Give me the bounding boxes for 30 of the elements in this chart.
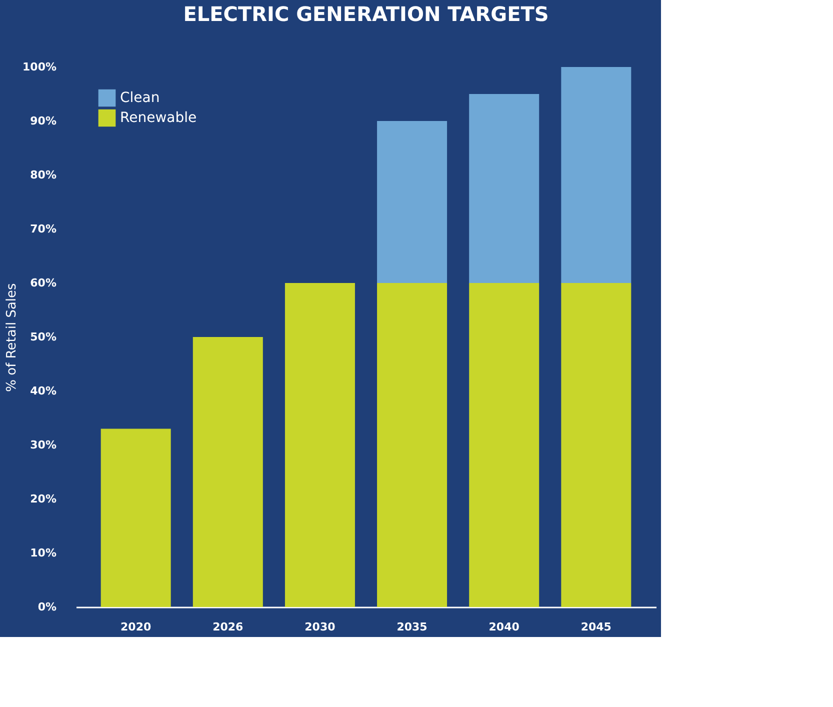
x-tick-label: 2020 bbox=[120, 620, 152, 634]
bar bbox=[377, 283, 448, 607]
x-tick-label: 2040 bbox=[488, 620, 520, 634]
legend-label: Clean bbox=[120, 90, 160, 106]
bar bbox=[192, 337, 263, 607]
legend-label: Renewable bbox=[120, 110, 197, 126]
x-tick-label: 2030 bbox=[304, 620, 336, 634]
x-tick-label: 2035 bbox=[396, 620, 428, 634]
bar bbox=[100, 428, 171, 607]
y-axis-title: % of Retail Sales bbox=[4, 282, 20, 392]
y-tick-label: 10% bbox=[30, 546, 56, 560]
y-tick-label: 50% bbox=[30, 330, 56, 344]
chart-title: ELECTRIC GENERATION TARGETS bbox=[183, 2, 549, 26]
y-tick-label: 40% bbox=[30, 384, 56, 398]
y-tick-label: 80% bbox=[30, 168, 56, 182]
bar bbox=[561, 283, 632, 607]
bar bbox=[469, 94, 540, 283]
y-tick-label: 0% bbox=[38, 600, 56, 614]
y-tick-label: 70% bbox=[30, 222, 56, 236]
bar bbox=[377, 121, 448, 283]
y-tick-label: 100% bbox=[22, 60, 56, 74]
y-tick-label: 30% bbox=[30, 438, 56, 452]
y-tick-label: 90% bbox=[30, 114, 56, 128]
bar bbox=[284, 283, 355, 607]
x-tick-label: 2026 bbox=[212, 620, 244, 634]
y-tick-label: 60% bbox=[30, 276, 56, 290]
x-tick-label: 2045 bbox=[580, 620, 612, 634]
bar bbox=[561, 67, 632, 283]
y-tick-label: 20% bbox=[30, 492, 56, 506]
bar bbox=[469, 283, 540, 607]
